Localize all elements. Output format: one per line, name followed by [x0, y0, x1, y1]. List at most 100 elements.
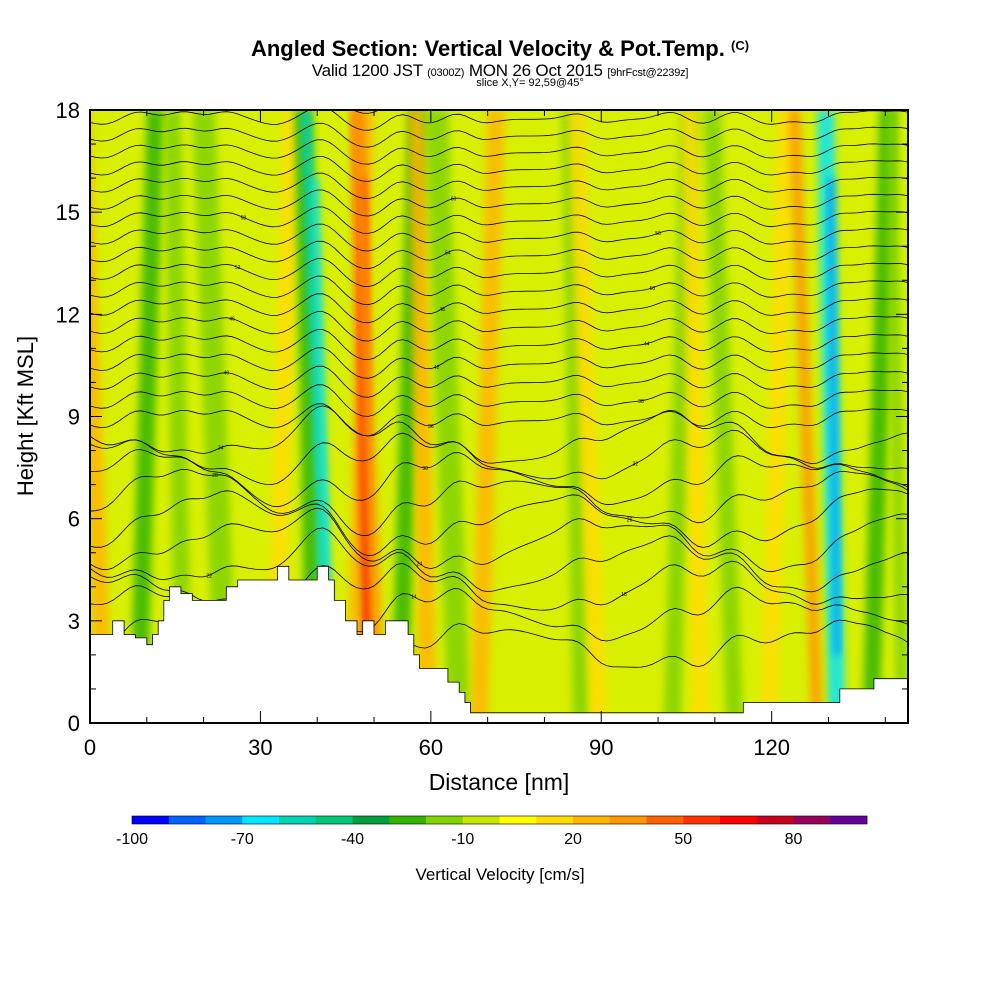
- contour-label: 44: [644, 342, 650, 348]
- x-tick-label: 120: [753, 735, 790, 760]
- x-tick-label: 60: [419, 735, 443, 760]
- velocity-band: [760, 110, 795, 723]
- contour-label: 26: [627, 517, 633, 523]
- colorbar-swatch: [609, 816, 647, 824]
- theta-contour: [90, 156, 908, 182]
- colorbar-swatch: [499, 816, 537, 824]
- vertical-velocity-field: [90, 110, 908, 723]
- colorbar-frame: [131, 815, 868, 825]
- y-tick-label: 18: [56, 98, 80, 123]
- colorbar-swatch: [242, 816, 280, 824]
- colorbar-swatch: [536, 816, 574, 824]
- colorbar-tick-label: 50: [674, 831, 692, 848]
- theta-contour: [90, 139, 908, 165]
- y-tick-label: 6: [68, 507, 80, 532]
- contour-label: 30: [422, 466, 428, 472]
- colorbar-swatch: [573, 816, 611, 824]
- colorbar-swatch: [720, 816, 758, 824]
- potential-temperature-contours: 1014182224262830323436384042444648505254…: [90, 74, 908, 683]
- velocity-band: [470, 110, 505, 723]
- contour-label: 22: [207, 573, 213, 579]
- velocity-band: [192, 110, 238, 723]
- theta-contour: [90, 275, 908, 306]
- chart-subtitle-slice: slice X,Y= 92,59@45°: [476, 77, 584, 89]
- contour-label: 34: [218, 446, 224, 452]
- velocity-band: [788, 110, 823, 723]
- theta-contour: [90, 384, 908, 417]
- theta-contour: [90, 293, 908, 324]
- chart-subtitle-valid-time: Valid 1200 JST (0300Z) MON 26 Oct 2015 […: [311, 61, 689, 80]
- y-tick-label: 15: [56, 200, 80, 225]
- theta-contour: [90, 347, 908, 379]
- contour-label: 48: [439, 307, 445, 313]
- velocity-band: [294, 110, 323, 723]
- colorbar-swatch: [389, 816, 427, 824]
- theta-contour: [90, 449, 908, 508]
- colorbar-swatch: [646, 816, 684, 824]
- theta-contour: [90, 403, 908, 437]
- theta-contour: [90, 110, 908, 131]
- theta-contour: [90, 74, 908, 96]
- velocity-band: [163, 110, 193, 723]
- contour-label: 28: [212, 473, 218, 479]
- colorbar-tick-label: -100: [116, 831, 148, 848]
- contour-label: 42: [434, 365, 440, 371]
- colorbar-swatch: [793, 816, 831, 824]
- theta-contour: [90, 507, 908, 573]
- contour-label: 54: [445, 250, 451, 256]
- contour-label: 18: [621, 592, 627, 598]
- contour-label: 14: [411, 595, 417, 601]
- colorbar-swatch: [315, 816, 353, 824]
- colorbar-swatch: [756, 816, 794, 824]
- theta-contour: [90, 365, 908, 398]
- contour-label: 52: [235, 265, 241, 271]
- contour-label: 40: [224, 371, 230, 377]
- theta-contour: [90, 469, 908, 537]
- y-tick-label: 3: [68, 609, 80, 634]
- theta-contour: [90, 240, 908, 270]
- velocity-core: [827, 178, 841, 655]
- y-axis-label: Height [Kft MSL]: [13, 336, 38, 496]
- theta-contour: [90, 311, 908, 342]
- theta-contour: [90, 527, 908, 593]
- velocity-band: [680, 110, 710, 723]
- colorbar-tick-label: 20: [564, 831, 582, 848]
- theta-contour: [90, 429, 908, 486]
- contour-label: 38: [638, 399, 644, 405]
- contour-label: 32: [633, 462, 639, 468]
- velocity-band: [561, 110, 590, 723]
- contour-label: 36: [428, 424, 434, 430]
- contour-label: 60: [451, 196, 457, 202]
- contour-label: 24: [417, 562, 423, 568]
- velocity-core: [312, 178, 332, 655]
- colorbar-swatch: [683, 816, 721, 824]
- x-tick-label: 90: [589, 735, 613, 760]
- velocity-band: [408, 110, 437, 723]
- theta-contour: [90, 172, 908, 200]
- colorbar-tick-label: -70: [231, 831, 254, 848]
- theta-contour: [90, 488, 908, 557]
- velocity-band: [266, 110, 301, 723]
- colorbar-tick-label: 80: [785, 831, 803, 848]
- colorbar-swatch: [462, 816, 500, 824]
- x-tick-label: 0: [84, 735, 96, 760]
- plot-area: 1014182224262830323436384042444648505254…: [90, 74, 908, 723]
- theta-contour: [90, 329, 908, 361]
- colorbar: -100 -70 -40 -10 20 50 80 Vertical Velocity [cm…: [116, 815, 868, 884]
- colorbar-swatch: [205, 816, 243, 824]
- terrain-mask: [90, 565, 908, 723]
- colorbar-tick-label: -10: [451, 831, 474, 848]
- theta-contour: [90, 122, 908, 148]
- theta-contour: [90, 223, 908, 252]
- velocity-band: [703, 110, 744, 723]
- y-tick-label: 12: [56, 302, 80, 327]
- theta-contour: [90, 206, 908, 234]
- colorbar-swatch: [132, 816, 170, 824]
- colorbar-swatch: [426, 816, 464, 824]
- contour-label: 50: [650, 286, 656, 292]
- y-tick-label: 9: [68, 405, 80, 430]
- contour-label: 56: [655, 231, 661, 237]
- colorbar-swatch: [830, 816, 868, 824]
